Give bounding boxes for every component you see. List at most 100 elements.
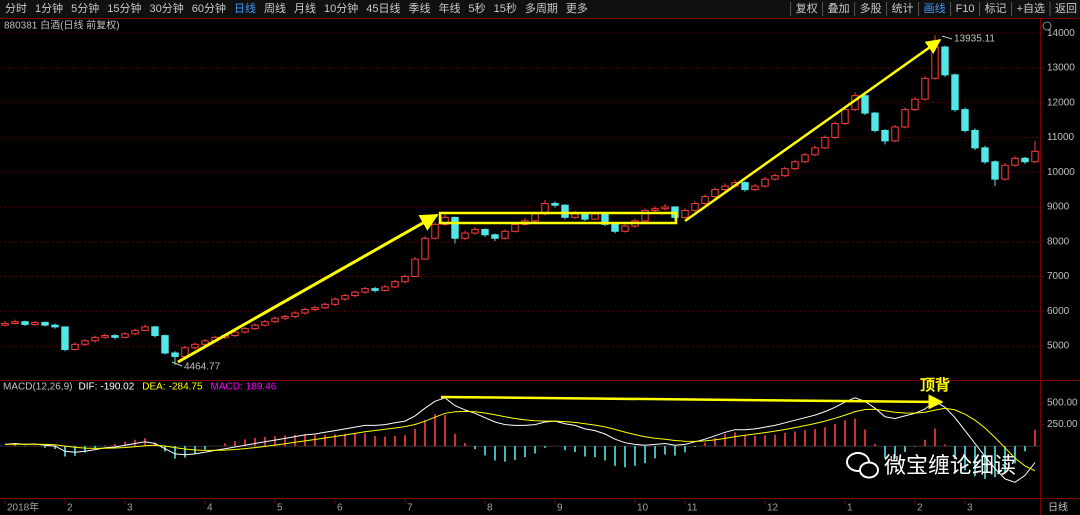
x-tick-label: 2018年 [7,501,39,514]
y-tick-label: 8000 [1047,236,1070,247]
candle-body [931,46,939,79]
candle-body [101,335,109,338]
divergence-arrow [440,394,944,410]
candle-body [21,321,29,325]
candle-body [411,258,419,277]
candle-body [241,328,249,333]
tool-button[interactable]: 统计 [892,2,914,15]
candle-body [971,129,979,149]
period-button[interactable]: 季线 [409,1,431,15]
candle-body [51,324,59,328]
leader-line [941,35,953,40]
candle-body [391,281,399,288]
period-button[interactable]: 60分钟 [192,1,226,15]
period-button[interactable]: 周线 [264,1,286,15]
candle-body [881,129,889,142]
candle-body [151,326,159,337]
period-button[interactable]: 1分钟 [35,1,63,15]
period-button[interactable]: 年线 [439,1,461,15]
tool-button[interactable]: +自选 [1017,2,1045,15]
x-tick-label: 10 [637,503,649,514]
x-tick-label: 12 [767,503,779,514]
x-tick-label: 7 [407,503,413,514]
legend-value: 189.46 [246,382,277,393]
legend-title: MACD(12,26,9) [3,382,72,393]
y-tick-label: 6000 [1047,306,1070,317]
divergence-label: 顶背 [920,376,950,394]
period-button[interactable]: 15分钟 [107,1,141,15]
y-tick-label: 250.00 [1047,419,1078,430]
candle-body [751,185,759,191]
candle-body [721,185,729,191]
period-button[interactable]: 分时 [5,2,27,15]
tool-button[interactable]: 多股 [860,1,882,15]
high-label: 13935.11 [954,34,995,45]
candle-body [761,178,769,187]
period-button[interactable]: 30分钟 [150,1,184,15]
x-tick-label: 5 [277,503,283,514]
price-panel [0,32,1040,365]
candle-body [921,77,929,100]
x-tick-label: 8 [487,503,493,514]
period-button[interactable]: 5秒 [469,1,486,15]
period-button[interactable]: 日线 [234,1,256,15]
y-tick-label: 12000 [1047,97,1075,108]
candle-body [661,206,669,210]
candle-body [651,208,659,211]
candle-body [991,161,999,180]
legend-name: MACD: [211,382,243,393]
candle-body [281,315,289,319]
candle-body [801,154,809,163]
candle-body [561,204,569,218]
x-tick-label: 3 [967,503,973,514]
tool-button[interactable]: F10 [956,3,975,15]
period-button[interactable]: 5分钟 [71,1,99,15]
trend-arrow [177,213,439,364]
candle-body [341,295,349,300]
candle-body [501,230,509,239]
legend-name: DEA: [142,382,165,393]
candle-body [641,209,649,222]
chart-title: 880381 白酒(日线 前复权) [4,19,120,32]
candle-body [371,288,379,291]
candle-body [861,95,869,114]
candle-body [321,303,329,309]
period-button[interactable]: 15秒 [494,1,517,15]
candle-body [81,340,89,345]
candle-body [531,213,539,222]
x-tick-label: 2 [67,503,73,514]
candle-body [571,213,579,218]
candle-body [41,321,49,326]
period-button[interactable]: 45日线 [366,1,400,15]
period-button[interactable]: 10分钟 [324,1,358,15]
settings-icon[interactable] [1042,21,1052,31]
candle-body [251,324,259,330]
y-tick-label: 5000 [1047,341,1070,352]
candle-body [271,317,279,323]
candle-body [551,202,559,206]
x-tick-label: 6 [337,503,343,514]
period-button[interactable]: 多周期 [525,1,558,15]
candle-body [621,225,629,232]
tool-button[interactable]: 返回 [1055,2,1077,15]
period-button[interactable]: 月线 [294,1,316,15]
tool-button[interactable]: 标记 [985,1,1007,15]
tool-button[interactable]: 画线 [924,1,946,15]
x-tick-label: 2 [917,503,923,514]
candle-body [91,336,99,342]
period-button[interactable]: 更多 [566,1,588,15]
candle-body [191,343,199,349]
legend-name: DIF: [78,382,97,393]
candle-body [811,147,819,156]
tool-button[interactable]: 复权 [796,1,818,15]
candle-body [841,109,849,125]
legend-value: -190.02 [100,382,134,393]
toolbar: 分时 1分钟 5分钟 15分钟 30分钟 60分钟 日线 周线 月线 10分钟 45日线 季线 年线 5秒… [5,1,1077,16]
period-label: 日线 [1048,501,1068,514]
candle-body [951,74,959,111]
tool-button[interactable]: 叠加 [828,2,850,15]
candle-body [511,223,519,232]
candle-body [61,326,69,350]
candle-body [401,275,409,283]
